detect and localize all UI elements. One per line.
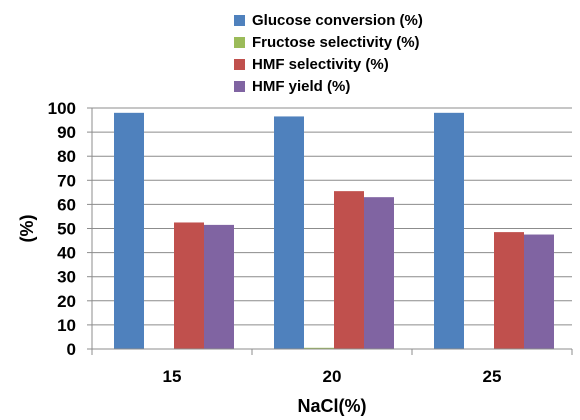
bar [274, 116, 304, 349]
legend-swatch [234, 15, 245, 26]
x-axis-label: NaCl(%) [297, 396, 366, 416]
bar [494, 232, 524, 349]
y-tick-label: 20 [57, 292, 76, 311]
bar [174, 222, 204, 349]
x-tick-labels: 15 20 25 [163, 367, 502, 386]
y-tick-label: 80 [57, 147, 76, 166]
x-tick-label: 20 [323, 367, 342, 386]
legend-swatch [234, 59, 245, 70]
bar [364, 197, 394, 349]
axes [87, 107, 573, 355]
y-tick-label: 40 [57, 244, 76, 263]
bar [524, 234, 554, 349]
y-tick-label: 100 [48, 99, 76, 118]
y-tick-label: 10 [57, 316, 76, 335]
gridlines [92, 107, 572, 326]
y-tick-label: 60 [57, 195, 76, 214]
x-tick-label: 15 [163, 367, 182, 386]
legend-label: HMF yield (%) [252, 78, 350, 95]
bar [334, 191, 364, 349]
y-axis-label: (%) [17, 215, 37, 243]
legend: Glucose conversion (%) Fructose selectivi… [234, 12, 423, 95]
legend-label: Glucose conversion (%) [252, 12, 423, 29]
y-tick-label: 90 [57, 123, 76, 142]
y-tick-labels: 0 10 20 30 40 50 60 70 80 90 100 [48, 99, 76, 359]
bar [204, 224, 234, 349]
legend-swatch [234, 37, 245, 48]
y-tick-label: 70 [57, 171, 76, 190]
y-tick-label: 30 [57, 268, 76, 287]
bar [114, 112, 144, 349]
bar [304, 347, 334, 349]
x-tick-label: 25 [483, 367, 502, 386]
legend-label: HMF selectivity (%) [252, 56, 389, 73]
legend-swatch [234, 81, 245, 92]
bar [434, 112, 464, 349]
legend-label: Fructose selectivity (%) [252, 34, 420, 51]
y-tick-label: 50 [57, 220, 76, 239]
y-tick-label: 0 [67, 340, 76, 359]
bars [114, 112, 554, 349]
